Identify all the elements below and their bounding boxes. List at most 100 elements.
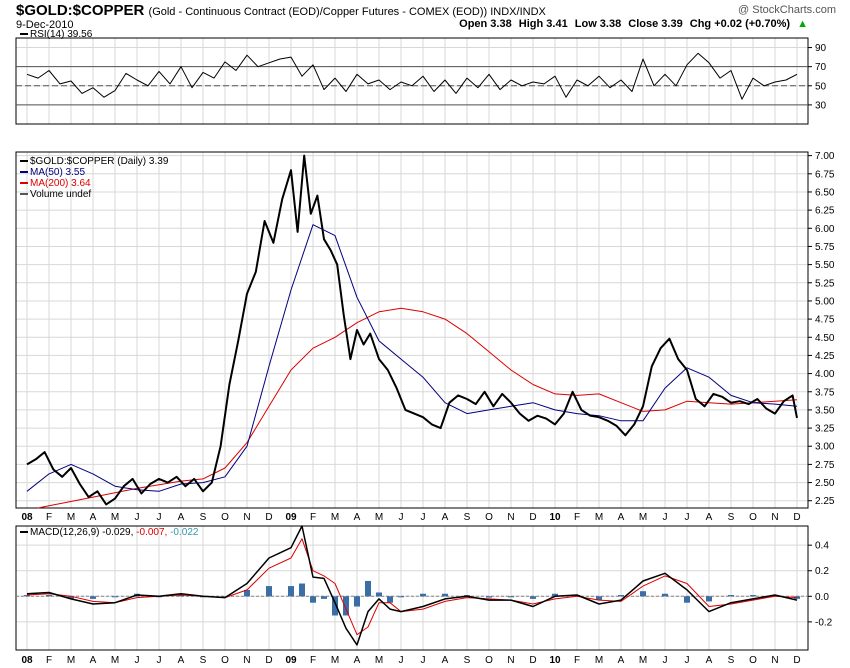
macd-histogram-bar <box>321 596 327 599</box>
chg-arrow-icon: ▲ <box>797 18 808 30</box>
macd-histogram-bar <box>728 595 734 597</box>
macd-histogram-bar <box>442 593 448 597</box>
macd-histogram-bar <box>299 583 305 597</box>
macd-legend-part: -0.007, <box>136 527 170 538</box>
x-tick-label: A <box>442 655 449 666</box>
macd-histogram-bar <box>90 596 96 599</box>
x-tick-label: O <box>485 655 493 666</box>
price-legend-label: Volume undef <box>30 189 91 200</box>
y-tick-label: 4.75 <box>815 315 835 326</box>
rsi-legend-label: RSI(14) 39.56 <box>30 29 93 40</box>
y-tick-label: 0.4 <box>815 541 829 552</box>
macd-histogram-bar <box>68 596 74 599</box>
macd-histogram-bar <box>552 593 558 597</box>
x-tick-label: A <box>442 512 449 523</box>
x-tick-label: S <box>200 512 207 523</box>
x-tick-label: J <box>421 655 426 666</box>
macd-histogram-bar <box>706 596 712 602</box>
x-tick-label: D <box>793 655 800 666</box>
x-tick-label: A <box>618 512 625 523</box>
chart-title: $GOLD:$COPPER (Gold - Continuous Contrac… <box>16 2 546 19</box>
y-tick-label: 70 <box>815 62 827 73</box>
macd-histogram-bar <box>387 596 393 603</box>
chg-value: Chg +0.02 (+0.70%) <box>689 18 791 30</box>
x-tick-label: N <box>771 655 778 666</box>
y-tick-label: 3.00 <box>815 442 835 453</box>
x-tick-label: M <box>111 655 119 666</box>
macd-histogram-bar <box>398 596 404 598</box>
x-tick-label: A <box>618 655 625 666</box>
rsi-line <box>26 52 798 100</box>
ma200-line <box>37 307 798 509</box>
y-tick-label: 4.50 <box>815 333 835 344</box>
y-tick-label: 6.50 <box>815 187 835 198</box>
macd-legend-part: MACD(12,26,9) <box>30 527 102 538</box>
x-tick-label: F <box>310 655 316 666</box>
x-tick-label: S <box>464 655 471 666</box>
y-tick-label: 5.25 <box>815 278 835 289</box>
macd-signal-line <box>26 538 798 636</box>
y-tick-label: 4.00 <box>815 369 835 380</box>
macd-histogram-bar <box>288 586 294 597</box>
y-tick-label: 30 <box>815 100 827 111</box>
x-tick-label: N <box>771 512 778 523</box>
price-legend-swatch <box>20 160 28 162</box>
symbol-label: $GOLD:$COPPER <box>16 2 145 19</box>
x-tick-label: A <box>90 655 97 666</box>
x-tick-label: A <box>706 512 713 523</box>
x-tick-label: D <box>265 512 272 523</box>
price-legend-swatch <box>20 193 28 195</box>
x-tick-label: M <box>331 512 339 523</box>
x-tick-label: A <box>354 512 361 523</box>
y-tick-label: 6.75 <box>815 169 835 180</box>
x-tick-label: J <box>663 512 668 523</box>
watermark-label: @ StockCharts.com <box>738 4 836 16</box>
macd-histogram-bar <box>662 593 668 597</box>
x-tick-label: A <box>178 512 185 523</box>
x-tick-label: D <box>793 512 800 523</box>
macd-histogram-bar <box>24 595 30 597</box>
macd-histogram-bar <box>354 596 360 607</box>
macd-histogram-bar <box>618 595 624 597</box>
ma50-line <box>26 224 798 492</box>
x-tick-label: J <box>663 655 668 666</box>
macd-histogram-bar <box>332 596 338 616</box>
y-tick-label: 5.75 <box>815 242 835 253</box>
price-line <box>26 154 798 506</box>
chart-header: $GOLD:$COPPER (Gold - Continuous Contrac… <box>0 0 850 34</box>
x-tick-label: O <box>221 655 229 666</box>
macd-histogram-bar <box>365 580 371 597</box>
y-tick-label: 2.75 <box>815 460 835 471</box>
x-tick-label: J <box>135 655 140 666</box>
x-tick-label: D <box>265 655 272 666</box>
macd-histogram-bar <box>178 595 184 597</box>
macd-histogram-bar <box>376 592 382 597</box>
x-tick-label: F <box>310 512 316 523</box>
x-tick-label: A <box>706 655 713 666</box>
subtitle-label: (Gold - Continuous Contract (EOD)/Copper… <box>148 6 546 18</box>
x-tick-label: 10 <box>549 512 561 523</box>
x-tick-label: J <box>399 512 404 523</box>
x-tick-label: 08 <box>21 512 33 523</box>
x-tick-label: A <box>354 655 361 666</box>
x-tick-label: 10 <box>549 655 561 666</box>
x-tick-label: M <box>639 512 647 523</box>
macd-histogram-bar <box>684 596 690 603</box>
x-tick-label: J <box>157 655 162 666</box>
x-tick-label: J <box>399 655 404 666</box>
date-label: 9-Dec-2010 <box>16 19 74 31</box>
macd-histogram-bar <box>530 596 536 599</box>
x-tick-label: N <box>243 655 250 666</box>
x-tick-label: J <box>685 655 690 666</box>
price-legend-label: MA(200) 3.64 <box>30 178 91 189</box>
x-tick-label: F <box>574 512 580 523</box>
rsi-legend-swatch <box>20 33 28 35</box>
macd-legend-swatch <box>20 531 28 533</box>
price-legend-label: $GOLD:$COPPER (Daily) 3.39 <box>30 156 169 167</box>
price-legend-label: MA(50) 3.55 <box>30 167 85 178</box>
x-tick-label: N <box>507 655 514 666</box>
macd-histogram-bar <box>420 593 426 597</box>
y-tick-label: 50 <box>815 81 827 92</box>
price-panel-frame <box>15 151 809 509</box>
